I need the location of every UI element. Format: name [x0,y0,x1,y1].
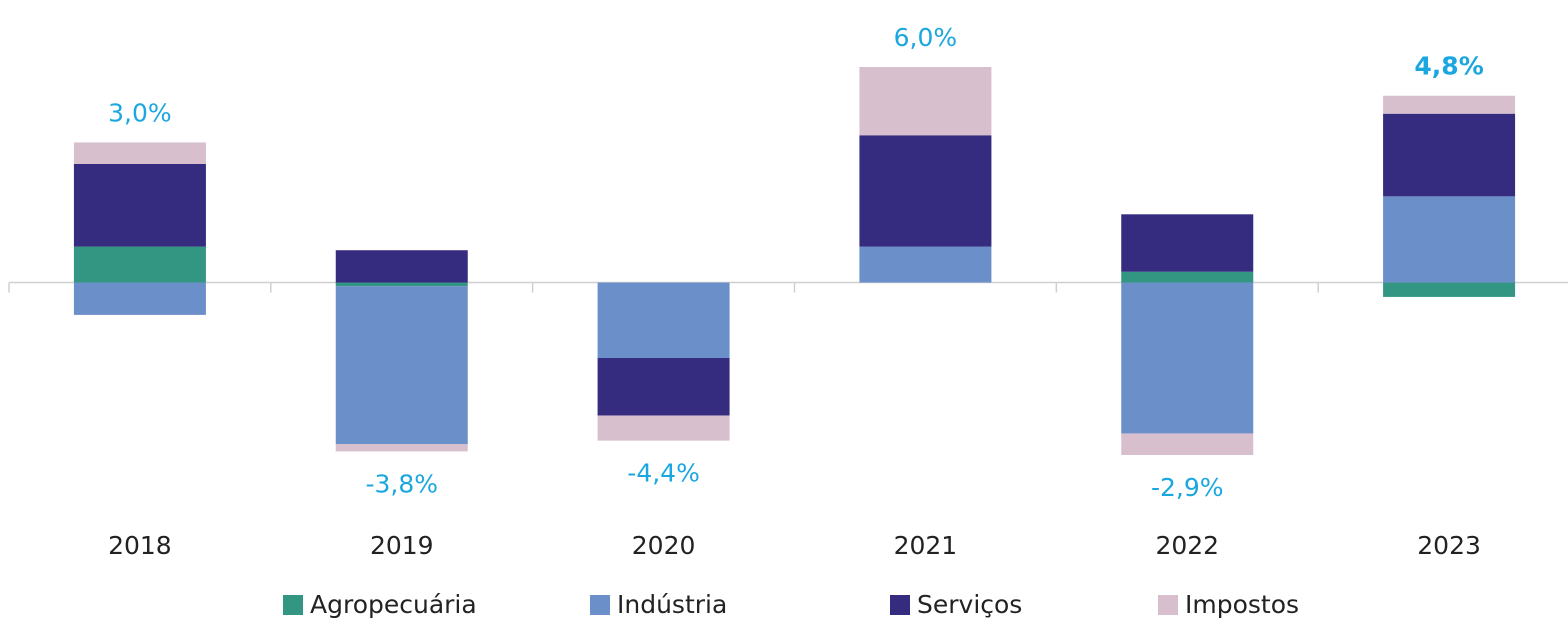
bar-segment [335,282,468,287]
bar-segment [1121,214,1254,272]
bar-segment [1121,271,1254,283]
bar-segment [1383,282,1516,297]
bar-segment [859,135,992,247]
bar-segment [597,282,730,358]
bar-segment [335,444,468,452]
x-tick-label: 2019 [370,531,434,560]
bar-segment [335,250,468,283]
bar-segment [335,286,468,445]
bar-segment [1121,282,1254,434]
legend-label: Serviços [917,590,1022,619]
bar-segment [597,415,730,441]
bar-segment [1383,95,1516,114]
bar-segment [859,67,992,136]
legend-label: Impostos [1185,590,1299,619]
bar-segment [73,246,206,283]
legend-swatch [1158,595,1178,615]
bar-segment [1121,433,1254,455]
x-tick-label: 2020 [632,531,696,560]
x-tick-label: 2022 [1155,531,1219,560]
bar-segment [73,282,206,315]
legend-swatch [283,595,303,615]
bar-segment [1383,196,1516,283]
bar-segment [73,164,206,247]
bar-segment [859,246,992,283]
x-tick-label: 2018 [108,531,172,560]
total-label: -2,9% [1151,473,1224,502]
bar-segment [597,358,730,416]
legend-swatch [590,595,610,615]
total-label: -4,4% [627,459,700,488]
legend-label: Indústria [617,590,727,619]
bar-segment [73,142,206,164]
x-tick-label: 2023 [1417,531,1481,560]
total-label: 3,0% [108,98,172,127]
legend-swatch [890,595,910,615]
total-label: -3,8% [365,469,438,498]
total-label: 6,0% [894,23,958,52]
legend-label: Agropecuária [310,590,477,619]
total-label: 4,8% [1414,52,1483,81]
bar-segment [1383,113,1516,197]
x-tick-label: 2021 [894,531,958,560]
